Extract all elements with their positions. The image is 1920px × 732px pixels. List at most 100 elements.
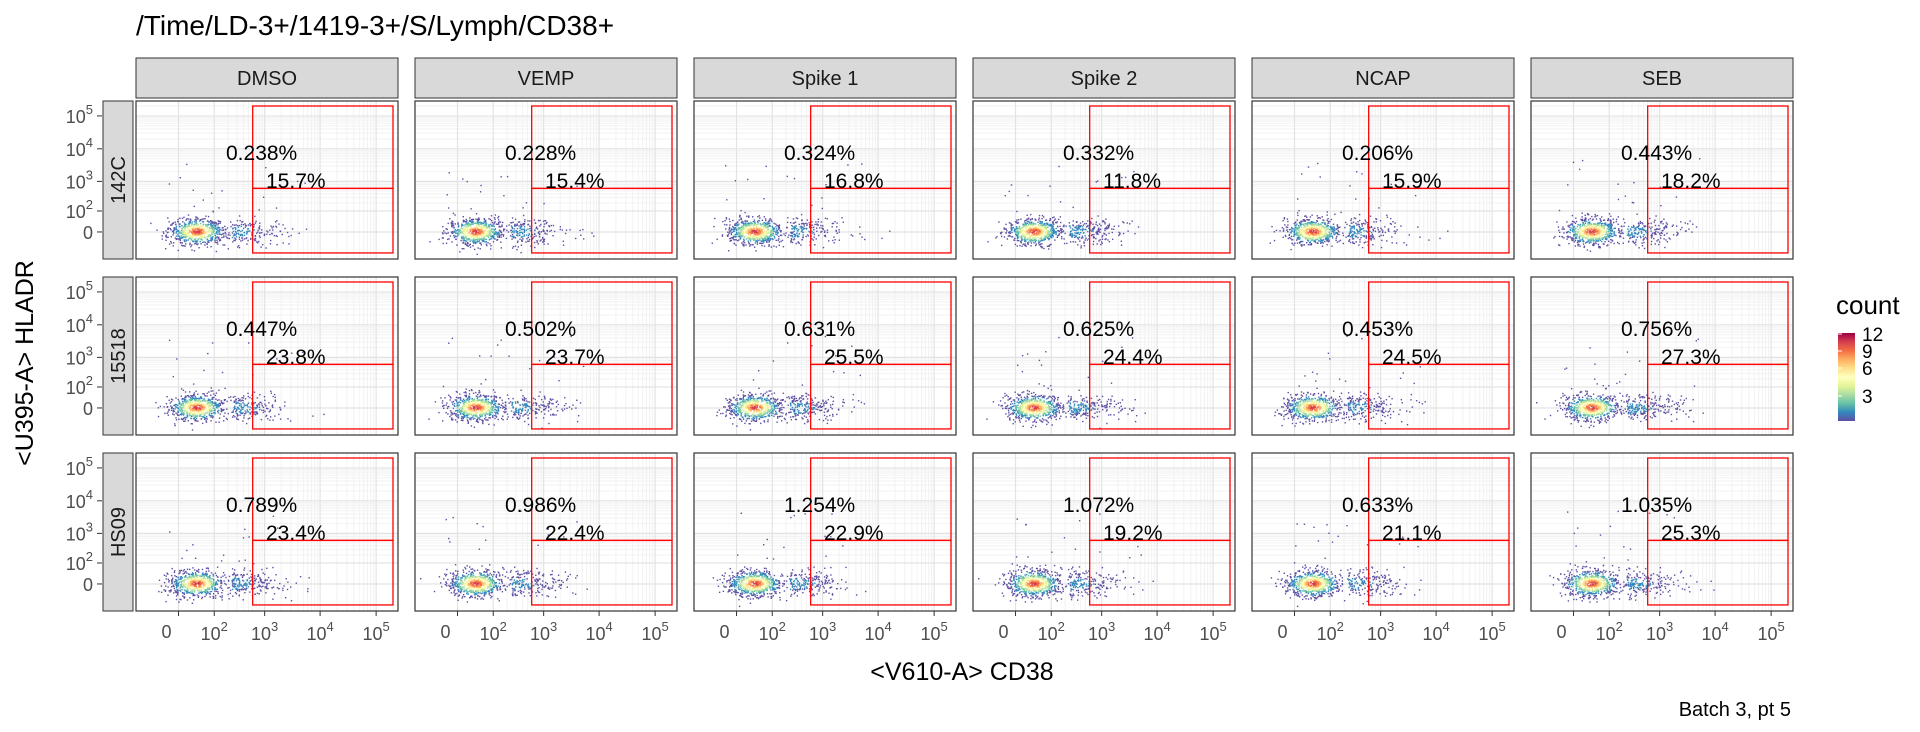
- density-point: [1027, 233, 1029, 235]
- density-point: [1679, 228, 1682, 231]
- density-point: [806, 228, 808, 230]
- density-point: [472, 221, 474, 223]
- density-point: [1060, 230, 1063, 232]
- density-point: [1311, 230, 1313, 232]
- density-point: [511, 227, 514, 230]
- density-point: [1028, 225, 1031, 228]
- density-point: [738, 228, 740, 230]
- density-point: [1354, 236, 1357, 238]
- density-point: [1558, 209, 1561, 212]
- density-point: [1083, 241, 1085, 243]
- density-point: [1332, 237, 1334, 239]
- density-point: [1428, 239, 1430, 241]
- density-point: [475, 242, 477, 245]
- density-point: [452, 223, 454, 225]
- density-point: [1108, 224, 1110, 227]
- density-point: [735, 239, 737, 241]
- density-point: [1015, 229, 1018, 231]
- density-point: [451, 241, 453, 243]
- density-point: [1367, 231, 1369, 234]
- density-point: [753, 224, 756, 226]
- density-point: [1297, 236, 1300, 238]
- density-point: [185, 234, 187, 236]
- density-point: [475, 225, 477, 227]
- density-point: [457, 223, 459, 225]
- density-point: [234, 230, 237, 233]
- density-point: [1370, 238, 1373, 240]
- density-point: [808, 230, 810, 233]
- density-point: [175, 223, 177, 226]
- density-point: [211, 225, 213, 228]
- density-point: [811, 238, 813, 240]
- density-point: [1305, 223, 1307, 225]
- density-point: [798, 228, 800, 231]
- density-point: [1090, 221, 1092, 224]
- density-point: [1346, 223, 1348, 226]
- density-point: [456, 235, 458, 238]
- density-point: [172, 222, 174, 224]
- density-point: [1336, 224, 1339, 226]
- density-point: [1045, 219, 1048, 221]
- density-point: [735, 222, 737, 225]
- density-point: [1044, 233, 1047, 236]
- density-point: [758, 233, 761, 235]
- density-point: [1028, 226, 1030, 229]
- panel-142c-spike-1: 0.324%16.8%: [693, 100, 957, 260]
- density-point: [1101, 238, 1104, 240]
- density-point: [1298, 238, 1301, 240]
- density-point: [1321, 235, 1323, 237]
- density-point: [191, 226, 193, 229]
- density-point: [1023, 230, 1025, 232]
- density-point: [1317, 217, 1319, 219]
- density-point: [442, 226, 444, 228]
- density-point: [1309, 228, 1312, 230]
- density-point: [204, 233, 206, 235]
- density-point: [1005, 232, 1007, 234]
- density-point: [454, 223, 456, 225]
- density-point: [1332, 223, 1335, 225]
- density-point: [1326, 225, 1328, 227]
- density-point: [453, 226, 455, 228]
- density-point: [505, 237, 508, 240]
- density-point: [1321, 225, 1323, 227]
- density-point: [1308, 219, 1311, 221]
- density-point: [443, 230, 445, 232]
- density-point: [753, 239, 755, 241]
- density-point: [838, 229, 840, 231]
- density-point: [542, 236, 544, 239]
- density-point: [523, 223, 526, 225]
- density-point: [1335, 239, 1337, 241]
- density-point: [812, 226, 815, 228]
- density-point: [1027, 230, 1029, 232]
- density-point: [737, 228, 739, 230]
- density-point: [726, 224, 728, 226]
- density-point: [238, 238, 241, 240]
- density-point: [165, 230, 167, 232]
- density-point: [745, 238, 748, 240]
- density-point: [171, 224, 173, 226]
- density-point: [195, 222, 197, 224]
- density-point: [194, 221, 196, 223]
- density-point: [1026, 218, 1028, 220]
- density-point: [771, 238, 774, 240]
- density-point: [187, 231, 190, 234]
- density-point: [792, 218, 795, 220]
- density-point: [475, 237, 477, 239]
- density-point: [1283, 228, 1285, 230]
- density-point: [512, 230, 514, 232]
- density-point: [1314, 234, 1316, 236]
- density-point: [477, 235, 479, 237]
- density-point: [217, 226, 219, 228]
- density-point: [472, 239, 474, 241]
- density-point: [1342, 232, 1344, 234]
- density-point: [1028, 232, 1030, 235]
- density-point: [764, 218, 767, 220]
- density-point: [469, 243, 471, 245]
- density-point: [442, 242, 444, 245]
- density-point: [1352, 225, 1354, 227]
- density-point: [464, 231, 466, 233]
- density-point: [510, 229, 513, 231]
- density-point: [1295, 224, 1297, 227]
- density-point: [545, 222, 547, 225]
- density-point: [516, 227, 519, 230]
